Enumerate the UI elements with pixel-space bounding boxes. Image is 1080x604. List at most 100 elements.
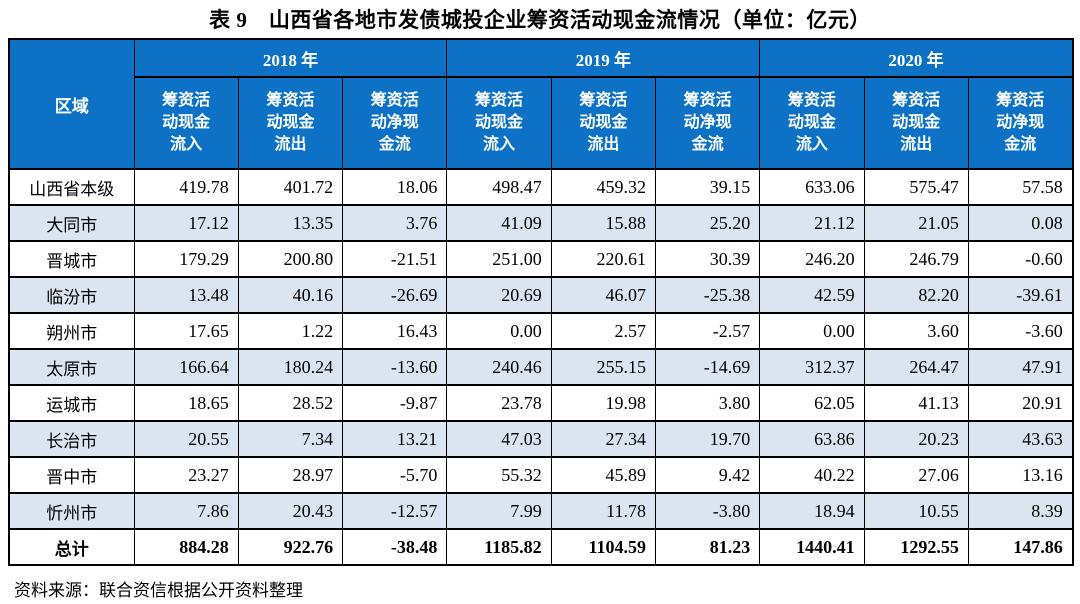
value-cell: 21.12 bbox=[759, 204, 865, 242]
value-cell: 3.76 bbox=[342, 204, 448, 242]
year-group-2020: 2020 年 bbox=[759, 38, 1074, 78]
value-cell: 20.23 bbox=[863, 420, 969, 458]
value-cell: -25.38 bbox=[654, 276, 761, 314]
value-cell: -26.69 bbox=[342, 276, 448, 314]
value-cell: 246.79 bbox=[863, 240, 969, 278]
value-cell: 240.46 bbox=[446, 348, 552, 386]
value-cell: -13.60 bbox=[342, 348, 448, 386]
total-row: 总计 884.28 922.76 -38.48 1185.82 1104.59 … bbox=[8, 528, 1074, 566]
value-cell: 39.15 bbox=[654, 168, 761, 206]
year-group-2019: 2019 年 bbox=[446, 38, 761, 78]
value-cell: 498.47 bbox=[446, 168, 552, 206]
value-cell: 166.64 bbox=[133, 348, 239, 386]
col-header-2019-inflow: 筹资活 动现金 流入 bbox=[446, 76, 552, 170]
value-cell: 7.86 bbox=[133, 492, 239, 530]
region-cell: 晋城市 bbox=[8, 240, 135, 278]
value-cell: 13.35 bbox=[237, 204, 344, 242]
value-cell: 17.65 bbox=[133, 312, 239, 350]
value-cell: -38.48 bbox=[342, 528, 448, 566]
table-row: 长治市 20.55 7.34 13.21 47.03 27.34 19.70 6… bbox=[8, 420, 1074, 458]
table-row: 朔州市 17.65 1.22 16.43 0.00 2.57 -2.57 0.0… bbox=[8, 312, 1074, 350]
value-cell: 18.65 bbox=[133, 384, 239, 422]
value-cell: 18.94 bbox=[759, 492, 865, 530]
value-cell: -2.57 bbox=[654, 312, 761, 350]
value-cell: 9.42 bbox=[654, 456, 761, 494]
value-cell: 1.22 bbox=[237, 312, 344, 350]
value-cell: 179.29 bbox=[133, 240, 239, 278]
value-cell: 63.86 bbox=[759, 420, 865, 458]
region-cell: 太原市 bbox=[8, 348, 135, 386]
value-cell: 23.78 bbox=[446, 384, 552, 422]
value-cell: 46.07 bbox=[550, 276, 656, 314]
table-row: 山西省本级 419.78 401.72 18.06 498.47 459.32 … bbox=[8, 168, 1074, 206]
region-cell: 晋中市 bbox=[8, 456, 135, 494]
col-header-2018-net: 筹资活 动净现 金流 bbox=[342, 76, 448, 170]
region-cell: 长治市 bbox=[8, 420, 135, 458]
value-cell: 1292.55 bbox=[863, 528, 969, 566]
value-cell: 20.55 bbox=[133, 420, 239, 458]
value-cell: 47.91 bbox=[967, 348, 1074, 386]
value-cell: 13.16 bbox=[967, 456, 1074, 494]
value-cell: 62.05 bbox=[759, 384, 865, 422]
value-cell: -3.60 bbox=[967, 312, 1074, 350]
value-cell: 0.00 bbox=[759, 312, 865, 350]
value-cell: 16.43 bbox=[342, 312, 448, 350]
value-cell: 41.13 bbox=[863, 384, 969, 422]
col-header-2018-inflow: 筹资活 动现金 流入 bbox=[133, 76, 239, 170]
table-row: 晋中市 23.27 28.97 -5.70 55.32 45.89 9.42 4… bbox=[8, 456, 1074, 494]
value-cell: 19.98 bbox=[550, 384, 656, 422]
value-cell: 7.34 bbox=[237, 420, 344, 458]
value-cell: -3.80 bbox=[654, 492, 761, 530]
region-cell: 大同市 bbox=[8, 204, 135, 242]
value-cell: 27.34 bbox=[550, 420, 656, 458]
value-cell: 41.09 bbox=[446, 204, 552, 242]
value-cell: 81.23 bbox=[654, 528, 761, 566]
value-cell: -0.60 bbox=[967, 240, 1074, 278]
value-cell: 30.39 bbox=[654, 240, 761, 278]
value-cell: 27.06 bbox=[863, 456, 969, 494]
value-cell: 7.99 bbox=[446, 492, 552, 530]
value-cell: 0.00 bbox=[446, 312, 552, 350]
value-cell: 633.06 bbox=[759, 168, 865, 206]
value-cell: 42.59 bbox=[759, 276, 865, 314]
table-row: 临汾市 13.48 40.16 -26.69 20.69 46.07 -25.3… bbox=[8, 276, 1074, 314]
value-cell: 21.05 bbox=[863, 204, 969, 242]
region-cell: 总计 bbox=[8, 528, 135, 566]
col-header-2020-outflow: 筹资活 动现金 流出 bbox=[863, 76, 969, 170]
value-cell: -14.69 bbox=[654, 348, 761, 386]
col-header-2018-outflow: 筹资活 动现金 流出 bbox=[237, 76, 344, 170]
table-header: 区域 2018 年 2019 年 2020 年 筹资活 动现金 流入 筹资活 动… bbox=[8, 38, 1074, 170]
value-cell: 0.08 bbox=[967, 204, 1074, 242]
table-row: 忻州市 7.86 20.43 -12.57 7.99 11.78 -3.80 1… bbox=[8, 492, 1074, 530]
region-cell: 山西省本级 bbox=[8, 168, 135, 206]
year-group-2018: 2018 年 bbox=[133, 38, 448, 78]
col-header-2020-inflow: 筹资活 动现金 流入 bbox=[759, 76, 865, 170]
value-cell: 251.00 bbox=[446, 240, 552, 278]
value-cell: 2.57 bbox=[550, 312, 656, 350]
value-cell: 1104.59 bbox=[550, 528, 656, 566]
value-cell: 15.88 bbox=[550, 204, 656, 242]
table-row: 运城市 18.65 28.52 -9.87 23.78 19.98 3.80 6… bbox=[8, 384, 1074, 422]
value-cell: 82.20 bbox=[863, 276, 969, 314]
value-cell: 255.15 bbox=[550, 348, 656, 386]
value-cell: 922.76 bbox=[237, 528, 344, 566]
value-cell: 8.39 bbox=[967, 492, 1074, 530]
value-cell: 264.47 bbox=[863, 348, 969, 386]
table-row: 大同市 17.12 13.35 3.76 41.09 15.88 25.20 2… bbox=[8, 204, 1074, 242]
value-cell: 55.32 bbox=[446, 456, 552, 494]
value-cell: 10.55 bbox=[863, 492, 969, 530]
value-cell: 20.43 bbox=[237, 492, 344, 530]
value-cell: 28.52 bbox=[237, 384, 344, 422]
value-cell: 884.28 bbox=[133, 528, 239, 566]
region-cell: 运城市 bbox=[8, 384, 135, 422]
value-cell: 246.20 bbox=[759, 240, 865, 278]
financing-cashflow-table: 区域 2018 年 2019 年 2020 年 筹资活 动现金 流入 筹资活 动… bbox=[8, 38, 1074, 566]
subheader-row: 筹资活 动现金 流入 筹资活 动现金 流出 筹资活 动净现 金流 筹资活 动现金… bbox=[9, 76, 1074, 170]
value-cell: 23.27 bbox=[133, 456, 239, 494]
value-cell: 47.03 bbox=[446, 420, 552, 458]
table-title: 表 9 山西省各地市发债城投企业筹资活动现金流情况（单位：亿元） bbox=[209, 8, 871, 32]
value-cell: 40.16 bbox=[237, 276, 344, 314]
value-cell: 20.69 bbox=[446, 276, 552, 314]
value-cell: 312.37 bbox=[759, 348, 865, 386]
year-header-row: 区域 2018 年 2019 年 2020 年 bbox=[8, 38, 1074, 170]
